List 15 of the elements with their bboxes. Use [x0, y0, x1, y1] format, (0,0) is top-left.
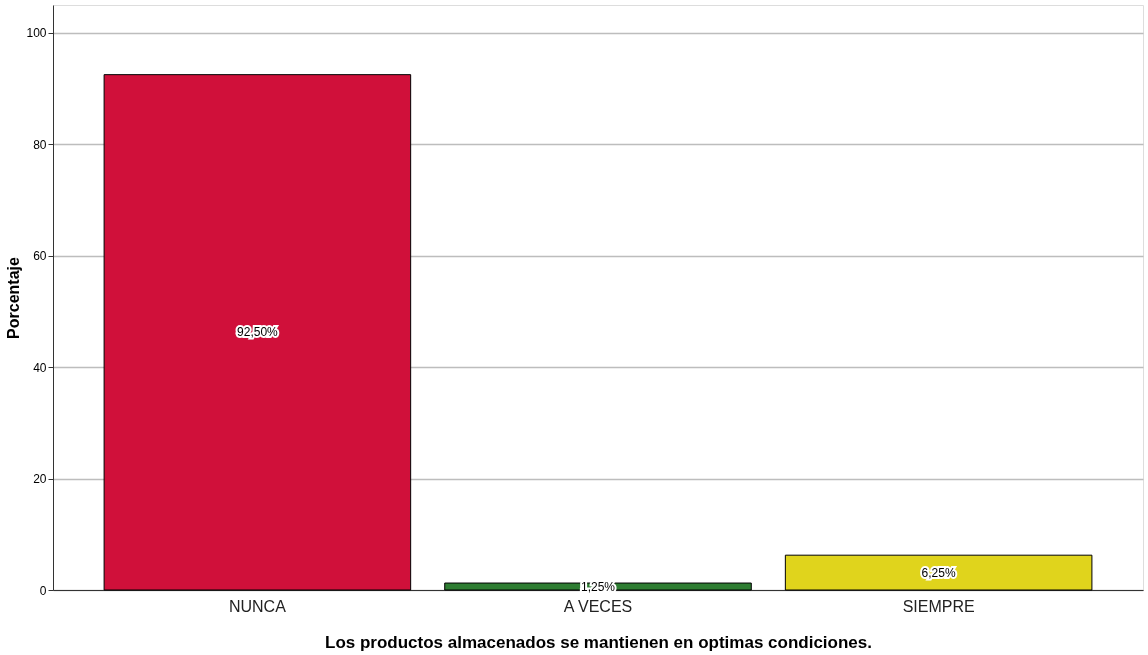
y-tick-label: 80	[33, 137, 47, 152]
y-tick-label: 0	[39, 583, 47, 598]
x-tick-label: A VECES	[563, 597, 633, 615]
y-tick-label: 100	[26, 26, 47, 41]
bar	[103, 74, 412, 591]
y-tick-label: 40	[33, 360, 47, 375]
x-axis-title: Los productos almacenados se mantienen en optimas condiciones.	[325, 632, 872, 652]
x-tick-label: NUNCA	[228, 597, 287, 615]
y-axis-title: Porcentaje	[5, 256, 23, 339]
x-tick-label: SIEMPRE	[902, 597, 975, 615]
y-tick-label: 20	[33, 472, 47, 487]
data-label: 6,25%	[921, 565, 956, 580]
bar	[784, 554, 1093, 591]
y-tick-label: 60	[33, 249, 47, 264]
data-label: 92,50%	[237, 325, 279, 340]
